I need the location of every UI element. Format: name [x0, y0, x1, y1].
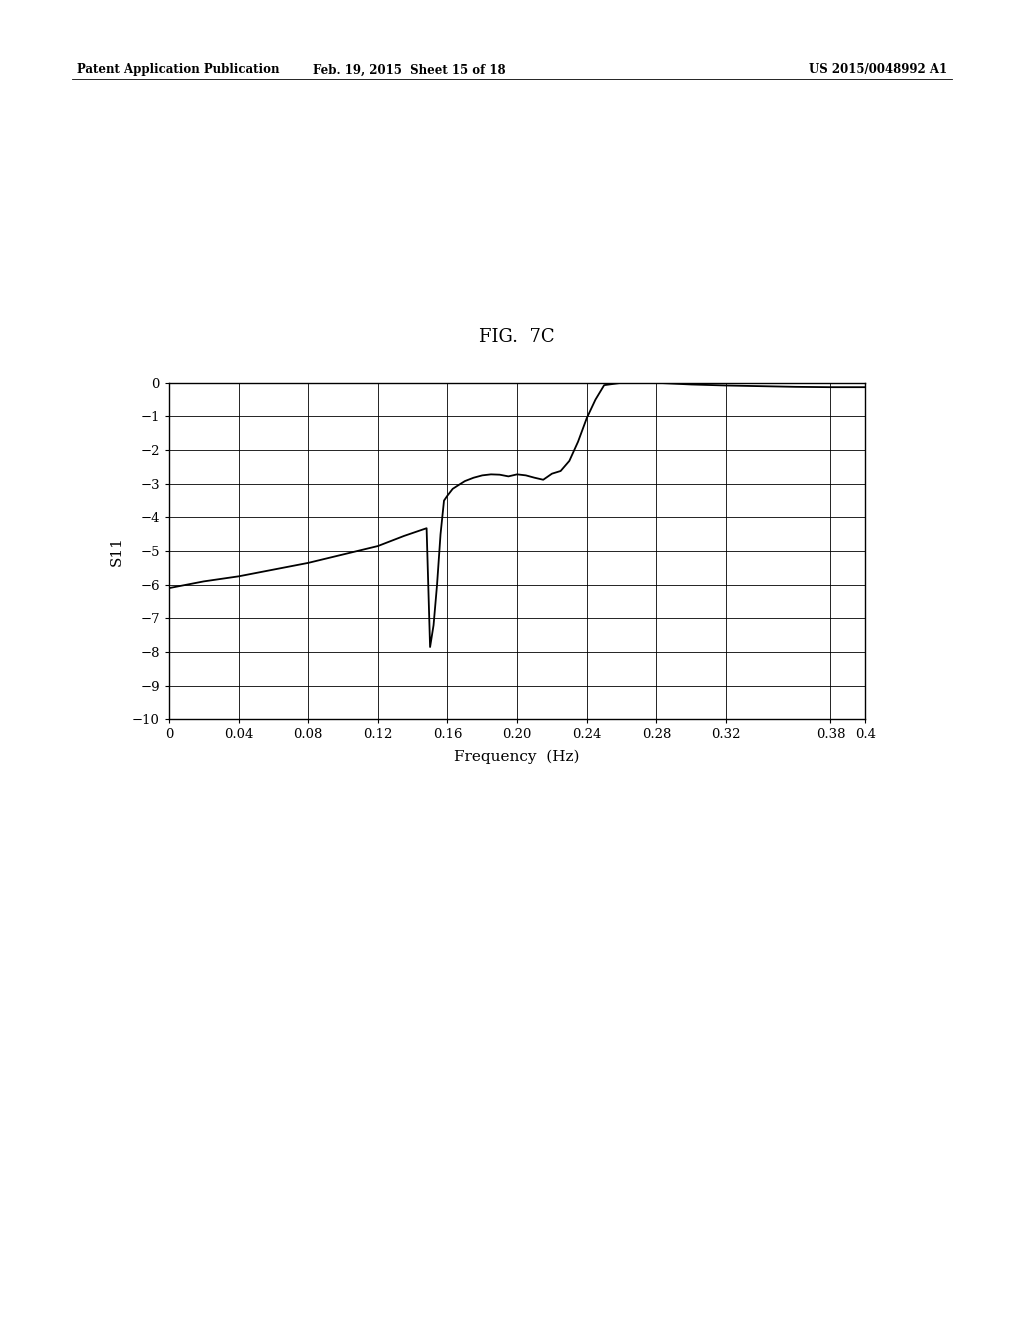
Text: FIG.  7C: FIG. 7C	[479, 327, 555, 346]
Text: Feb. 19, 2015  Sheet 15 of 18: Feb. 19, 2015 Sheet 15 of 18	[313, 63, 506, 77]
X-axis label: Frequency  (Hz): Frequency (Hz)	[455, 750, 580, 764]
Y-axis label: S11: S11	[110, 536, 124, 566]
Text: Patent Application Publication: Patent Application Publication	[77, 63, 280, 77]
Text: US 2015/0048992 A1: US 2015/0048992 A1	[809, 63, 947, 77]
